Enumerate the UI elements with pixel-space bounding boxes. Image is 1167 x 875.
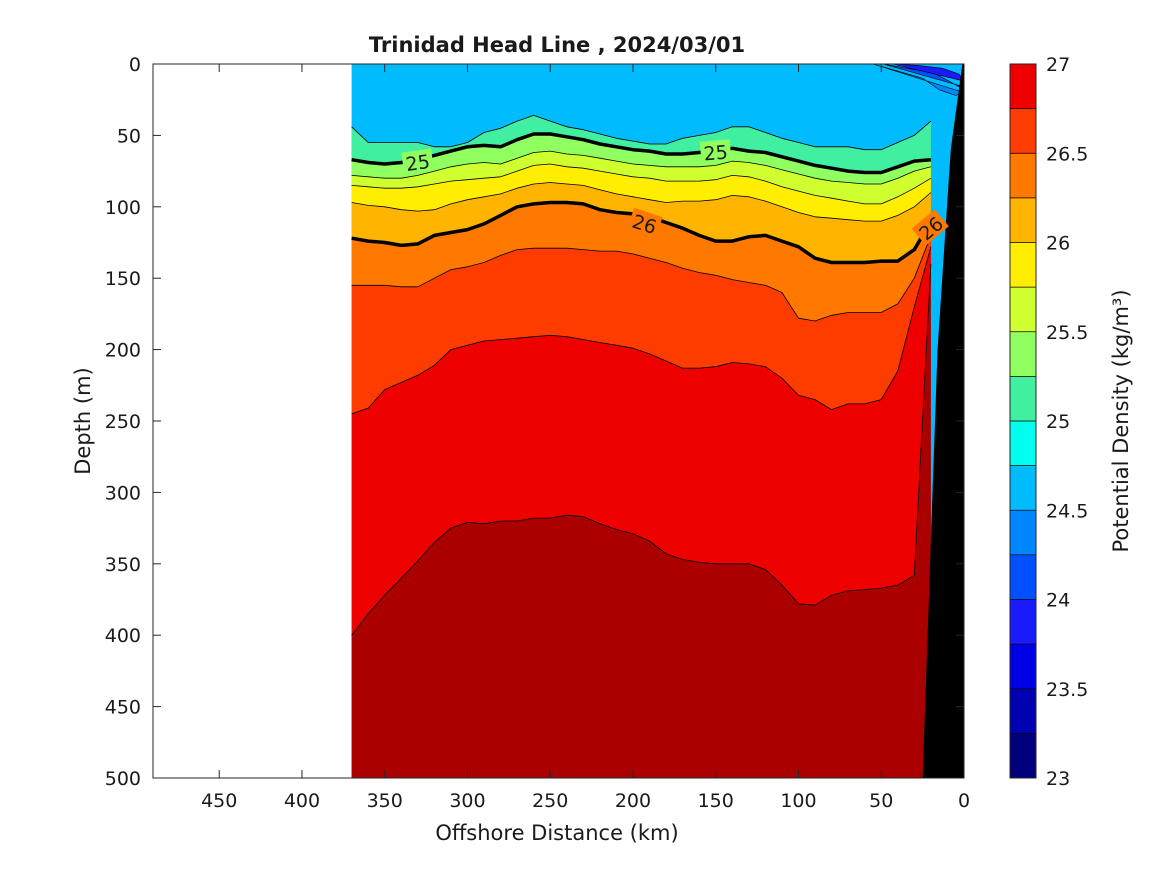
colorbar-swatch	[1010, 64, 1036, 110]
colorbar-tick-label: 26.5	[1046, 143, 1088, 165]
band-fill-26.75	[351, 246, 931, 636]
colorbar-swatch	[1010, 108, 1036, 154]
colorbar-swatch	[1010, 331, 1036, 377]
band-fill-26.25	[351, 202, 931, 321]
colorbar-swatch	[1010, 599, 1036, 645]
y-axis-label: Depth (m)	[71, 367, 95, 474]
y-tick-label: 450	[105, 697, 141, 719]
colorbar-tick-label: 24.5	[1046, 500, 1088, 522]
y-tick-label: 400	[105, 625, 141, 647]
colorbar-tick-label: 27	[1046, 54, 1070, 76]
contour-label-text: 25	[703, 141, 729, 165]
colorbar-tick-label: 25	[1046, 411, 1070, 433]
colorbar-tick-label: 23.5	[1046, 679, 1088, 701]
axes: 450 400 350 300 250 200 150 100 50 00501001502002…	[105, 54, 970, 812]
colorbar-swatch	[1010, 733, 1036, 779]
colorbar-swatch	[1010, 287, 1036, 333]
colorbar-swatch	[1010, 554, 1036, 600]
x-tick-label: 100	[780, 790, 816, 812]
contour-label-25: 25	[699, 139, 732, 166]
bottom-topography	[922, 64, 964, 778]
colorbar-swatch	[1010, 510, 1036, 556]
y-tick-label: 200	[105, 340, 141, 362]
colorbar: 23 23.5 24 24.5 25 25.5 26 26.5 27	[1009, 54, 1088, 790]
contour-line-25.75	[351, 182, 932, 222]
surface-band-23.75	[892, 63, 965, 82]
y-tick-label: 150	[105, 268, 141, 290]
chart-title: Trinidad Head Line , 2024/03/01	[369, 33, 745, 57]
colorbar-tick-label: 23	[1046, 768, 1070, 790]
x-tick-label: 200	[615, 790, 651, 812]
x-tick-label: 400	[284, 790, 320, 812]
x-tick-label: 450	[201, 790, 237, 812]
x-axis-label: Offshore Distance (km)	[435, 821, 678, 845]
contour-label-25: 25	[401, 148, 435, 176]
contour-label-text: 25	[404, 151, 431, 176]
colorbar-swatch	[1010, 465, 1036, 511]
x-tick-label: 50	[869, 790, 893, 812]
y-tick-label: 350	[105, 554, 141, 576]
x-tick-label: 300	[449, 790, 485, 812]
x-tick-label: 0	[958, 790, 970, 812]
contour-line-26.5	[351, 246, 932, 415]
colorbar-frame	[1009, 63, 1037, 779]
colorbar-swatch	[1010, 421, 1036, 467]
contour-label-bg	[699, 139, 732, 164]
colorbar-label: Potential Density (kg/m³)	[1109, 289, 1133, 552]
contour-label-bg	[401, 148, 435, 175]
colorbar-swatch	[1010, 376, 1036, 422]
contour-label-bg	[627, 207, 663, 239]
y-tick-label: 0	[129, 54, 141, 76]
band-fill-27	[351, 263, 931, 778]
colorbar-swatch	[1010, 197, 1036, 243]
x-tick-label: 250	[532, 790, 568, 812]
y-tick-label: 300	[105, 482, 141, 504]
contour-line-26.75	[351, 263, 932, 636]
band-fill-26.5	[351, 235, 931, 414]
contour-line-25.5	[351, 163, 932, 205]
colorbar-swatch	[1010, 688, 1036, 734]
colorbar-tick-label: 25.5	[1046, 322, 1088, 344]
band-fill-25.75	[351, 164, 931, 222]
colorbar-tick-label: 24	[1046, 590, 1070, 612]
colorbar-swatch	[1010, 153, 1036, 199]
contour-line-26.25	[351, 235, 932, 322]
x-tick-label: 150	[698, 790, 734, 812]
contour-line-25.25	[351, 150, 932, 185]
colorbar-swatch	[1010, 644, 1036, 690]
contour-line-25	[351, 132, 932, 175]
y-tick-label: 250	[105, 411, 141, 433]
colorbar-swatch	[1010, 242, 1036, 288]
y-tick-label: 500	[105, 768, 141, 790]
contour-line-24.75	[351, 115, 932, 151]
x-tick-label: 350	[367, 790, 403, 812]
y-tick-label: 50	[117, 125, 141, 147]
y-tick-label: 100	[105, 197, 141, 219]
contour-label-bg	[911, 209, 949, 246]
colorbar-tick-label: 26	[1046, 233, 1070, 255]
